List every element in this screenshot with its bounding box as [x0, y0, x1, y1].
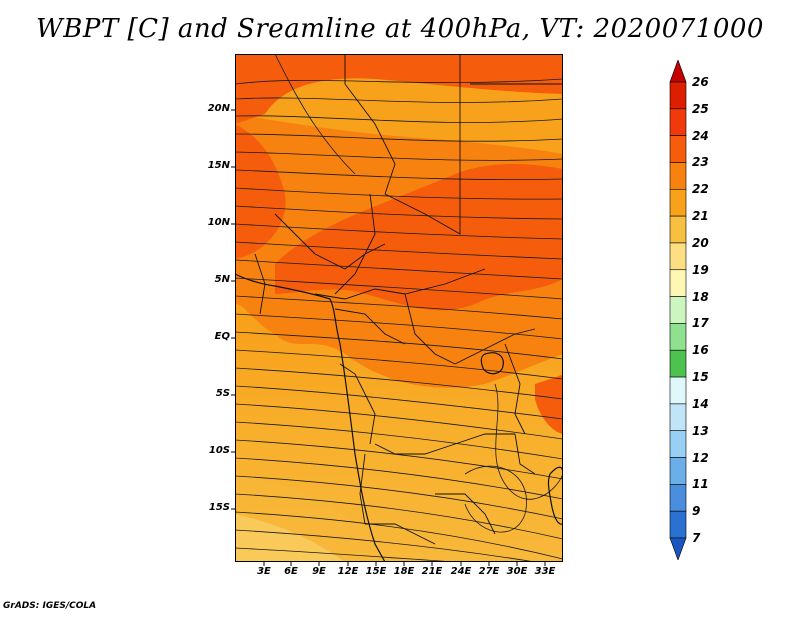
colorbar-label: 17	[692, 316, 709, 331]
colorbar-segment	[669, 403, 687, 432]
lon-label-24e: 24E	[450, 566, 472, 577]
colorbar-label: 15	[692, 370, 709, 385]
colorbar-label: 9	[692, 504, 701, 519]
lat-label-20n: 20N	[207, 103, 230, 114]
colorbar-segment	[669, 188, 687, 217]
colorbar-label: 24	[692, 128, 709, 143]
shade-23-band	[275, 164, 563, 311]
colorbar-segment	[669, 323, 687, 351]
lat-label-eq: EQ	[214, 331, 230, 342]
colorbar-label: 20	[692, 235, 709, 250]
colorbar-lower-arrow	[669, 537, 687, 560]
colorbar-label: 21	[692, 209, 709, 224]
streamlines	[235, 54, 563, 562]
colorbar-segment	[669, 510, 687, 539]
colorbar-segment	[669, 242, 687, 271]
colorbar-segment	[669, 430, 687, 458]
country-borders	[254, 54, 563, 545]
colorbar-segment	[669, 81, 687, 110]
lon-label-33e: 33E	[534, 566, 556, 577]
weather-map	[235, 54, 563, 562]
colorbar-label: 25	[692, 101, 709, 116]
lat-label-15n: 15N	[207, 160, 230, 171]
shade-23-top	[235, 54, 563, 124]
colorbar-segment	[669, 376, 687, 405]
colorbar-segment	[669, 484, 687, 512]
colorbar-label: 19	[692, 262, 709, 277]
colorbar-label: 12	[692, 450, 709, 465]
footer-credit: GrADS: IGES/COLA	[3, 601, 97, 611]
colorbar-segment	[669, 349, 687, 378]
lon-label-12e: 12E	[337, 566, 359, 577]
colorbar-label: 22	[692, 182, 709, 197]
lat-label-15s: 15S	[208, 502, 230, 513]
madagascar	[547, 466, 563, 525]
colorbar-upper-arrow	[669, 60, 687, 83]
shade-23-west	[235, 124, 286, 259]
colorbar-label: 7	[692, 531, 701, 545]
lat-label-10s: 10S	[208, 445, 230, 456]
colorbar-label: 23	[692, 155, 709, 170]
lake-victoria	[480, 352, 504, 375]
coastline	[235, 273, 386, 562]
shade-23-southeast	[535, 374, 563, 434]
colorbar-label: 14	[692, 396, 709, 411]
lon-label-27e: 27E	[478, 566, 500, 577]
colorbar-label: 26	[692, 75, 709, 89]
colorbar-segment	[669, 269, 687, 297]
colorbar-segment	[669, 296, 687, 324]
lon-label-30e: 30E	[506, 566, 528, 577]
colorbar-segment	[669, 108, 687, 136]
lon-label-18e: 18E	[393, 566, 415, 577]
chart-title: WBPT [C] and Sreamline at 400hPa, VT: 20…	[36, 14, 764, 44]
lon-label-6e: 6E	[284, 566, 298, 577]
lat-label-5n: 5N	[214, 274, 230, 285]
lat-label-5s: 5S	[215, 388, 230, 399]
lon-label-9e: 9E	[312, 566, 326, 577]
lon-label-21e: 21E	[421, 566, 443, 577]
colorbar	[669, 60, 687, 560]
lon-label-3e: 3E	[257, 566, 271, 577]
lon-label-15e: 15E	[365, 566, 387, 577]
map-border	[235, 54, 563, 562]
colorbar-label: 18	[692, 289, 709, 304]
colorbar-label: 16	[692, 343, 709, 358]
colorbar-label: 11	[692, 477, 709, 492]
colorbar-segment	[669, 215, 687, 244]
colorbar-segment	[669, 162, 687, 190]
colorbar-segment	[669, 135, 687, 163]
colorbar-label: 13	[692, 423, 709, 438]
lat-label-10n: 10N	[207, 217, 230, 228]
colorbar-segment	[669, 457, 687, 485]
